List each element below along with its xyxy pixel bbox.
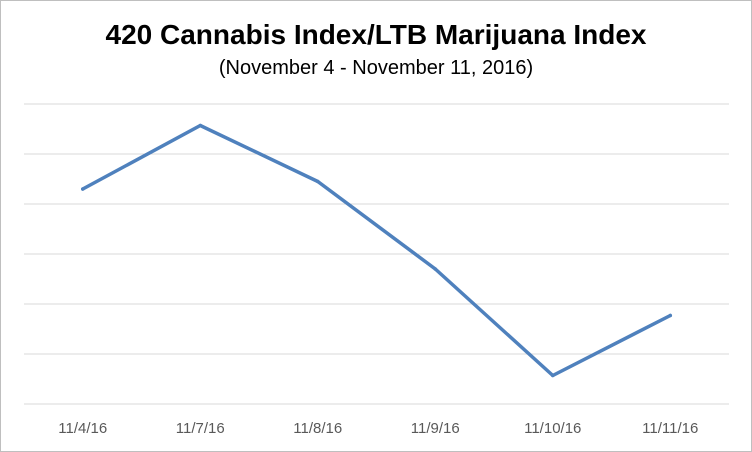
chart-subtitle: (November 4 - November 11, 2016) bbox=[218, 57, 534, 79]
data-point bbox=[316, 179, 320, 184]
data-point bbox=[81, 187, 85, 191]
data-point bbox=[551, 373, 555, 378]
chart-title: 420 Cannabis Index/LTB Marijuana Index bbox=[105, 19, 647, 50]
data-point bbox=[433, 267, 437, 271]
x-tick-label: 11/10/16 bbox=[524, 420, 581, 437]
series-line bbox=[81, 123, 673, 378]
series-layer bbox=[81, 123, 673, 378]
data-point bbox=[198, 123, 202, 128]
x-tick-labels: 11/4/16 11/7/16 11/8/16 11/9/16 11/10/16 11/1… bbox=[58, 420, 698, 437]
x-tick-label: 11/9/16 bbox=[411, 420, 460, 437]
x-tick-label: 11/4/16 bbox=[58, 420, 107, 437]
x-tick-label: 11/7/16 bbox=[176, 420, 225, 437]
gridlines bbox=[24, 103, 729, 355]
x-tick-label: 11/8/16 bbox=[293, 420, 342, 437]
x-tick-label: 11/11/16 bbox=[642, 420, 698, 437]
data-point bbox=[668, 313, 672, 318]
